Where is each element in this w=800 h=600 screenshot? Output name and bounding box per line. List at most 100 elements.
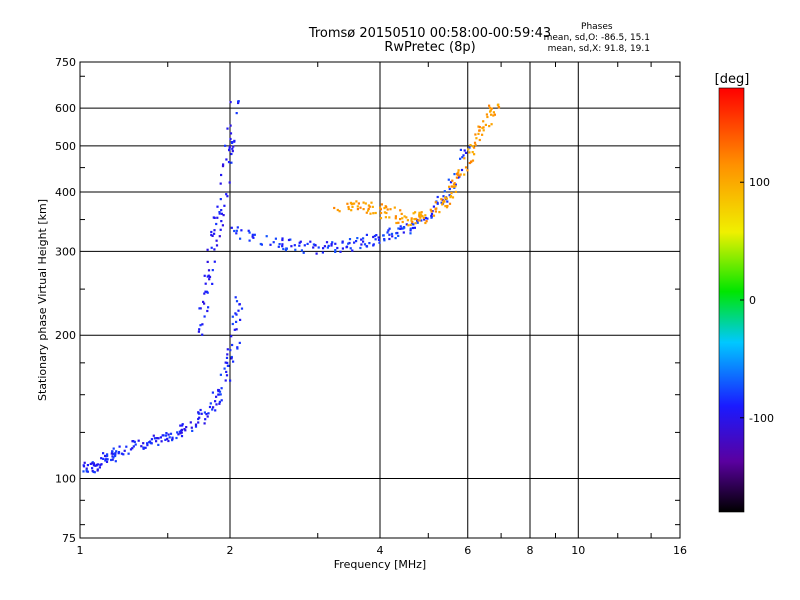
data-point (180, 428, 184, 431)
data-point (294, 248, 297, 251)
data-point (238, 341, 241, 344)
data-point (336, 208, 339, 212)
data-point (488, 104, 491, 107)
data-point (412, 212, 415, 215)
data-point (435, 207, 438, 210)
data-point (422, 216, 425, 219)
data-point (399, 227, 402, 230)
data-point (406, 219, 409, 222)
data-point (413, 226, 416, 229)
data-point (434, 201, 437, 204)
phase-stats-x-line: mean, sd,X: 91.8, 19.1 (547, 44, 650, 54)
data-point (341, 241, 344, 244)
data-point (137, 439, 140, 442)
data-point (377, 238, 381, 241)
data-point (132, 445, 135, 448)
data-point (211, 269, 214, 272)
data-point (334, 249, 337, 252)
data-point (89, 462, 92, 465)
data-point (197, 411, 200, 414)
data-point (197, 417, 200, 421)
data-point (481, 133, 484, 136)
data-point (232, 145, 235, 148)
data-point (202, 300, 205, 303)
data-point (120, 452, 123, 455)
data-point (149, 442, 153, 445)
data-point (334, 250, 337, 253)
data-point (436, 202, 439, 205)
data-point (372, 244, 375, 247)
data-point (208, 405, 212, 409)
data-point (229, 124, 232, 127)
data-point (200, 412, 203, 415)
data-point (413, 218, 416, 221)
data-point (110, 458, 113, 462)
data-point (386, 231, 389, 234)
data-point (278, 243, 281, 246)
data-point (225, 158, 228, 161)
data-point (363, 243, 367, 246)
y-axis-label: Stationary phase Virtual Height [km] (36, 199, 49, 401)
data-point (161, 434, 164, 437)
data-point (185, 426, 188, 429)
data-point (402, 226, 405, 229)
data-point (105, 460, 109, 463)
data-point (368, 205, 371, 208)
data-point (171, 439, 174, 442)
phase-stats-o-line: mean, sd,O: -86.5, 15.1 (543, 33, 650, 43)
data-point (371, 205, 374, 208)
data-point (212, 406, 215, 409)
colorbar-ticks: 100 0 -100 (740, 176, 774, 425)
data-point (440, 201, 443, 204)
data-point (235, 320, 238, 323)
y-tick-label: 500 (55, 140, 76, 153)
data-point (357, 202, 360, 205)
y-tick-label: 300 (55, 245, 76, 258)
data-point (225, 370, 228, 373)
data-point (215, 239, 218, 242)
data-point (233, 328, 236, 331)
data-point (183, 428, 186, 431)
data-point (102, 452, 105, 455)
data-point (164, 438, 167, 441)
data-point (303, 244, 306, 247)
grid-lines (80, 62, 680, 538)
data-point (171, 437, 174, 440)
data-point (423, 218, 426, 221)
data-point (409, 223, 412, 226)
data-point (220, 209, 223, 212)
data-point (123, 449, 126, 452)
data-point (213, 232, 216, 235)
data-point (446, 204, 449, 208)
data-point (382, 234, 385, 237)
data-point (201, 323, 204, 326)
y-tick-label: 75 (62, 532, 76, 545)
data-point (85, 470, 88, 473)
data-point (397, 221, 400, 224)
data-point (468, 151, 471, 154)
data-point (429, 208, 432, 211)
plot-frame (79, 61, 681, 539)
data-point (205, 290, 208, 293)
data-point (459, 157, 462, 160)
data-point (223, 204, 226, 207)
data-point (189, 421, 192, 424)
data-point (351, 249, 354, 252)
data-point (208, 275, 212, 278)
data-point (388, 227, 391, 230)
data-point (349, 247, 352, 250)
data-point (430, 210, 433, 213)
data-point (180, 435, 184, 438)
data-point (378, 241, 381, 244)
data-point (114, 453, 117, 456)
data-point (146, 444, 149, 447)
data-point (97, 463, 100, 466)
data-point (127, 452, 130, 455)
data-point (218, 235, 221, 238)
data-point (368, 242, 371, 245)
data-point (215, 395, 218, 398)
data-point (355, 240, 358, 243)
data-point (112, 456, 115, 459)
data-point (478, 126, 481, 129)
data-point (142, 447, 145, 450)
